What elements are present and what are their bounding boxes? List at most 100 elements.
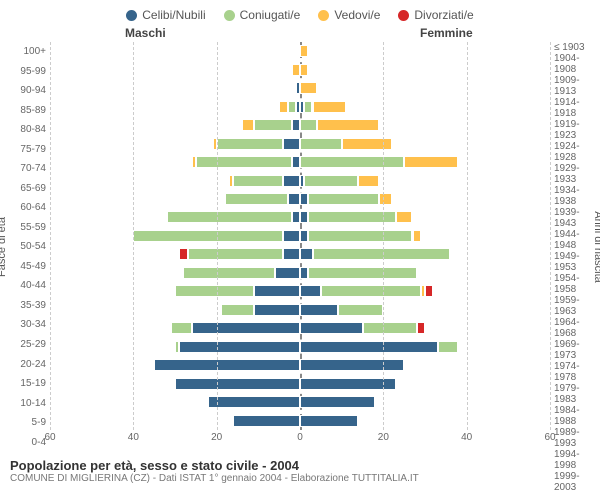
- pyramid-row: [50, 303, 550, 317]
- bar-female: [304, 175, 358, 187]
- age-label: 65-69: [0, 183, 46, 194]
- legend-swatch: [398, 10, 409, 21]
- pyramid-row: [50, 192, 550, 206]
- birth-label: 1919-1923: [554, 119, 600, 141]
- bar-female: [300, 156, 404, 168]
- legend-label: Celibi/Nubili: [142, 8, 205, 22]
- pyramid-row: [50, 44, 550, 58]
- bar-male: [288, 193, 301, 205]
- pyramid-row: [50, 377, 550, 391]
- gridline: [50, 42, 51, 430]
- age-label: 100+: [0, 46, 46, 57]
- gridline: [550, 42, 551, 430]
- bar-female: [417, 322, 425, 334]
- gridline: [217, 42, 218, 430]
- birth-label: 1989-1993: [554, 427, 600, 449]
- bar-male: [254, 285, 300, 297]
- birth-label: 1979-1983: [554, 383, 600, 405]
- age-label: 0-4: [0, 437, 46, 448]
- pyramid-row: [50, 321, 550, 335]
- bar-female: [300, 82, 317, 94]
- age-label: 80-84: [0, 124, 46, 135]
- bar-male: [283, 248, 300, 260]
- bar-female: [404, 156, 458, 168]
- legend-item: Divorziati/e: [398, 8, 473, 22]
- x-axis: 6040200204060: [50, 432, 550, 452]
- bar-male: [188, 248, 284, 260]
- birth-label: 1964-1968: [554, 317, 600, 339]
- bar-male: [175, 285, 254, 297]
- age-label: 35-39: [0, 300, 46, 311]
- bar-female: [300, 193, 308, 205]
- legend: Celibi/NubiliConiugati/eVedovi/eDivorzia…: [0, 0, 600, 26]
- birth-label: 1934-1938: [554, 185, 600, 207]
- age-label: 45-49: [0, 261, 46, 272]
- age-label: 20-24: [0, 359, 46, 370]
- bar-female: [321, 285, 421, 297]
- birth-label: 1999-2003: [554, 471, 600, 493]
- pyramid-row: [50, 174, 550, 188]
- pyramid-row: [50, 118, 550, 132]
- bar-male: [275, 267, 300, 279]
- birth-label: 1969-1973: [554, 339, 600, 361]
- birth-label: 1914-1918: [554, 97, 600, 119]
- bar-male: [179, 248, 187, 260]
- age-label: 95-99: [0, 66, 46, 77]
- column-headers: Maschi Femmine: [0, 26, 600, 42]
- bar-female: [300, 119, 317, 131]
- birth-label: 1929-1933: [554, 163, 600, 185]
- birth-label: 1924-1928: [554, 141, 600, 163]
- birth-label: 1939-1943: [554, 207, 600, 229]
- pyramid-row: [50, 358, 550, 372]
- pyramid-row: [50, 395, 550, 409]
- bar-female: [413, 230, 421, 242]
- age-label: 60-64: [0, 202, 46, 213]
- footer: Popolazione per età, sesso e stato civil…: [0, 452, 600, 484]
- birth-year-labels: ≤ 19031904-19081909-19131914-19181919-19…: [550, 42, 600, 452]
- plot-region: [50, 42, 550, 430]
- bar-male: [154, 359, 300, 371]
- birth-label: 1994-1998: [554, 449, 600, 471]
- bar-female: [358, 175, 379, 187]
- bar-female: [308, 193, 379, 205]
- bar-male: [292, 211, 300, 223]
- age-label: 50-54: [0, 241, 46, 252]
- bar-female: [438, 341, 459, 353]
- birth-label: 1954-1958: [554, 273, 600, 295]
- bar-female: [317, 119, 380, 131]
- bar-female: [308, 267, 416, 279]
- age-label: 70-74: [0, 163, 46, 174]
- pyramid-row: [50, 100, 550, 114]
- legend-item: Coniugati/e: [224, 8, 301, 22]
- bar-male: [229, 175, 233, 187]
- pyramid-row: [50, 284, 550, 298]
- age-label: 55-59: [0, 222, 46, 233]
- x-tick: 60: [544, 432, 555, 443]
- bar-female: [300, 64, 308, 76]
- bar-male: [192, 322, 300, 334]
- bar-male: [171, 322, 192, 334]
- age-label: 75-79: [0, 144, 46, 155]
- bar-male: [175, 341, 179, 353]
- x-tick: 40: [128, 432, 139, 443]
- chart-area: Fasce di età Anni di nascita 100+95-9990…: [0, 42, 600, 452]
- x-tick: 0: [297, 432, 303, 443]
- age-label: 25-29: [0, 339, 46, 350]
- bar-male: [183, 267, 275, 279]
- bar-male: [167, 211, 292, 223]
- bar-female: [379, 193, 392, 205]
- age-label: 15-19: [0, 378, 46, 389]
- bar-male: [133, 230, 283, 242]
- bar-female: [300, 304, 338, 316]
- birth-label: ≤ 1903: [554, 42, 600, 53]
- pyramid-row: [50, 137, 550, 151]
- bar-female: [308, 230, 412, 242]
- age-label: 5-9: [0, 417, 46, 428]
- birth-label: 1984-1988: [554, 405, 600, 427]
- bar-male: [192, 156, 196, 168]
- birth-label: 1904-1908: [554, 53, 600, 75]
- pyramid-row: [50, 266, 550, 280]
- bar-female: [300, 267, 308, 279]
- bar-male: [208, 396, 300, 408]
- bar-female: [338, 304, 384, 316]
